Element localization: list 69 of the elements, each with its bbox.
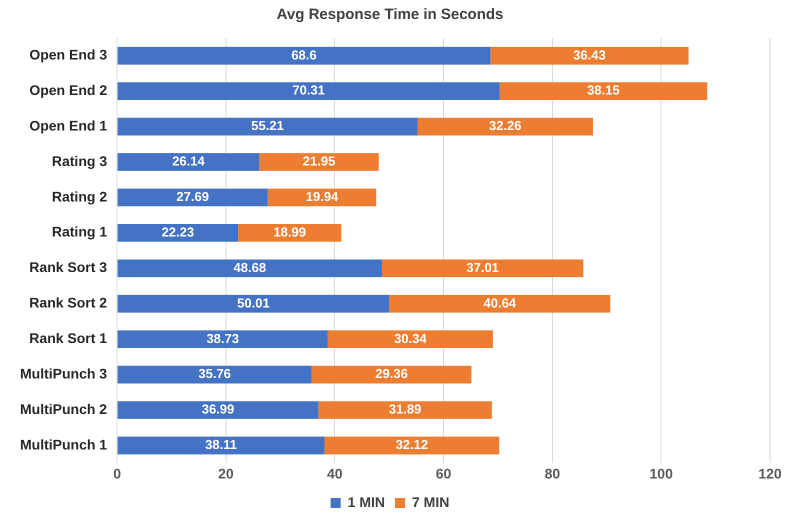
bar — [259, 153, 379, 171]
y-tick-label: Open End 2 — [29, 82, 108, 98]
data-label: 32.26 — [488, 118, 522, 134]
bar — [312, 366, 472, 384]
bar — [118, 153, 260, 171]
y-tick-label: Rank Sort 1 — [29, 330, 108, 346]
x-tick-label: 40 — [326, 465, 343, 482]
bar — [268, 188, 376, 206]
bar — [118, 224, 238, 242]
y-tick-label: MultiPunch 3 — [20, 365, 108, 382]
bar — [417, 118, 594, 136]
data-label: 36.43 — [573, 47, 606, 62]
y-tick-label: Open End 3 — [29, 46, 108, 63]
legend-label: 7 MIN — [412, 494, 450, 510]
legend-label: 1 MIN — [348, 494, 386, 510]
x-tick-label: 100 — [650, 465, 674, 482]
data-label: 37.01 — [466, 260, 499, 275]
y-tick-label: Rating 3 — [52, 152, 108, 169]
bar — [324, 436, 500, 454]
data-label: 68.6 — [291, 47, 317, 62]
data-label: 21.95 — [302, 154, 336, 169]
y-tick-label: Rating 1 — [52, 224, 108, 240]
data-label: 50.01 — [237, 295, 270, 310]
data-label: 48.68 — [234, 260, 266, 275]
bar — [500, 82, 708, 100]
data-label: 30.34 — [394, 330, 428, 346]
bar — [118, 330, 328, 348]
data-label: 27.69 — [176, 189, 209, 204]
bar — [118, 46, 490, 65]
data-label: 38.73 — [206, 330, 239, 346]
y-tick-label: Rank Sort 3 — [29, 259, 108, 276]
y-tick-label: MultiPunch 1 — [20, 436, 108, 452]
y-tick-label: Open End 1 — [29, 117, 108, 134]
data-label: 18.99 — [273, 224, 306, 240]
bar — [118, 188, 268, 206]
bar — [118, 294, 390, 313]
y-tick-label: Rank Sort 2 — [29, 294, 108, 311]
data-label: 38.15 — [587, 82, 620, 98]
bar — [382, 259, 584, 278]
y-tick-label: Rating 2 — [52, 188, 108, 204]
bar — [328, 330, 493, 348]
data-label: 38.11 — [205, 437, 237, 452]
x-tick-label: 60 — [436, 465, 452, 482]
bar — [118, 366, 312, 384]
y-tick-label: MultiPunch 2 — [20, 400, 108, 417]
data-label: 26.14 — [172, 154, 206, 169]
bar — [118, 118, 418, 136]
x-tick-label: 80 — [544, 465, 560, 482]
bar — [490, 46, 689, 65]
data-label: 55.21 — [251, 118, 284, 134]
bar — [118, 436, 324, 454]
bar — [118, 401, 318, 419]
data-label: 36.99 — [202, 402, 234, 417]
x-tick-label: 20 — [218, 465, 234, 482]
x-tick-label: 0 — [113, 465, 122, 482]
data-label: 29.36 — [375, 366, 408, 382]
bar — [118, 259, 382, 278]
data-label: 31.89 — [388, 402, 422, 417]
data-label: 22.23 — [162, 224, 194, 240]
data-label: 40.64 — [483, 295, 517, 310]
bar — [318, 401, 492, 419]
bar — [118, 82, 500, 100]
chart-title: Avg Response Time in Seconds — [276, 6, 504, 24]
x-tick-label: 120 — [758, 465, 782, 482]
data-label: 32.12 — [396, 437, 428, 452]
data-label: 70.31 — [292, 82, 325, 98]
data-label: 19.94 — [306, 189, 340, 204]
data-label: 35.76 — [198, 366, 231, 382]
bar — [389, 294, 610, 313]
